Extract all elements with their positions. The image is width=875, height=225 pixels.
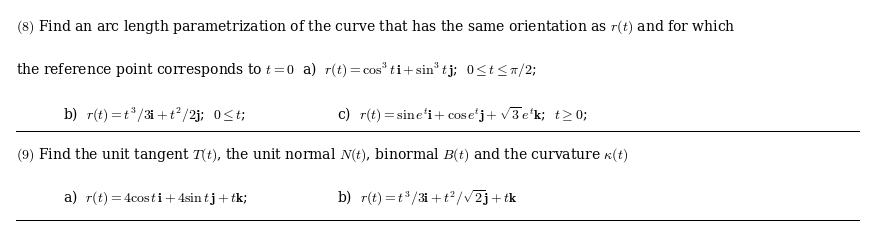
Text: c)  $r(t)=\sin e^t\mathbf{i}+\cos e^t\mathbf{j}+\sqrt{3}\,e^t\mathbf{k}$;  $t\ge: c) $r(t)=\sin e^t\mathbf{i}+\cos e^t\mat… [337,105,587,124]
Text: b)  $r(t)=t^3/3\mathbf{i}+t^2/\sqrt{2}\mathbf{j}+t\mathbf{k}$: b) $r(t)=t^3/3\mathbf{i}+t^2/\sqrt{2}\ma… [337,188,517,207]
Text: $\mathbf{(9)}$ Find the unit tangent $T(t)$, the unit normal $N(t)$, binormal $B: $\mathbf{(9)}$ Find the unit tangent $T(… [16,145,628,163]
Text: the reference point corresponds to $t=0$  a)  $r(t)=\cos^3 t\,\mathbf{i}+\sin^3 : the reference point corresponds to $t=0$… [16,60,536,78]
Text: b)  $r(t)=t^3/3\mathbf{i}+t^2/2\mathbf{j}$;  $0\leq t$;: b) $r(t)=t^3/3\mathbf{i}+t^2/2\mathbf{j}… [63,105,246,123]
Text: a)  $r(t)=4\cos t\,\mathbf{i}+4\sin t\,\mathbf{j}+t\mathbf{k}$;: a) $r(t)=4\cos t\,\mathbf{i}+4\sin t\,\m… [63,188,248,207]
Text: $\mathbf{(8)}$ Find an arc length parametrization of the curve that has the same: $\mathbf{(8)}$ Find an arc length parame… [16,18,735,36]
